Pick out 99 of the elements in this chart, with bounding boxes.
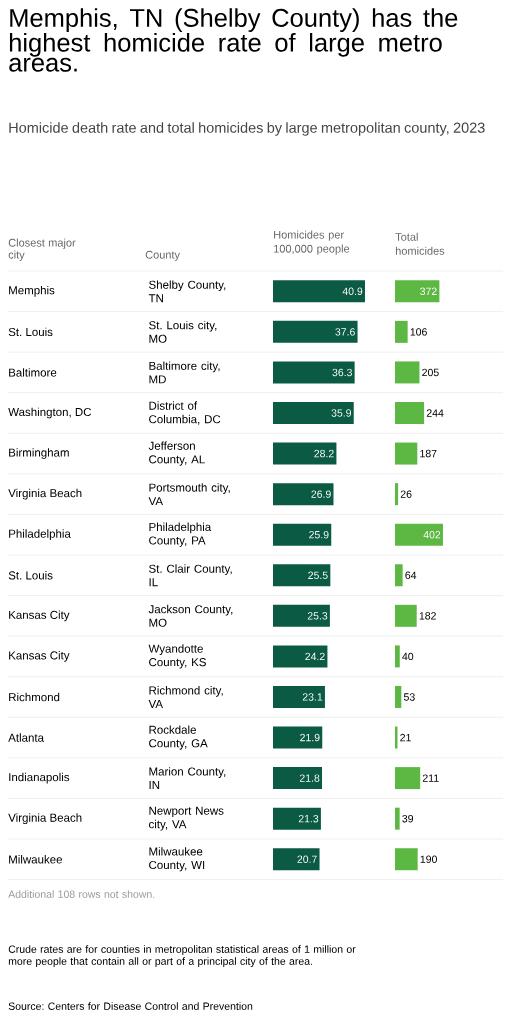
bar <box>395 483 399 506</box>
bar <box>273 361 355 384</box>
data-label: 21.3 <box>298 814 319 823</box>
data-label: 21.9 <box>300 733 320 742</box>
text: Philadelphia <box>9 529 71 541</box>
bar <box>273 848 320 871</box>
bar <box>395 604 417 627</box>
y-tick-label: Jackson County, MO <box>148 604 233 627</box>
text: Indianapolis <box>9 772 70 784</box>
text: Virginia Beach <box>8 488 82 500</box>
bar <box>273 523 332 546</box>
text: Atlanta <box>8 733 44 742</box>
data-label: 53 <box>403 693 415 701</box>
data-label: 40.9 <box>342 287 363 296</box>
data-label: 106 <box>410 328 427 336</box>
data-label: 36.3 <box>332 368 352 377</box>
bar <box>395 767 421 790</box>
text: Closest major city <box>8 238 76 261</box>
y-tick-label: Portsmouth city, VA <box>148 483 230 506</box>
data-label: 211 <box>422 774 439 782</box>
data-label: 372 <box>420 287 437 296</box>
data-label: 21.8 <box>299 774 320 782</box>
y-tick-label: District of Columbia, DC <box>149 401 221 425</box>
bar <box>273 767 323 790</box>
data-label: 205 <box>422 368 439 377</box>
y-tick-label: Jefferson County, AL <box>148 441 205 466</box>
y-tick-label: Newport News city, VA <box>149 806 224 831</box>
bar <box>395 848 418 871</box>
text: Additional 108 rows not shown. <box>8 890 155 898</box>
bar <box>395 320 408 343</box>
bar <box>395 361 420 384</box>
text: Milwaukee <box>9 855 62 864</box>
text: Baltimore <box>9 368 57 377</box>
data-label: 24.2 <box>305 652 325 661</box>
data-label: 25.3 <box>307 612 328 620</box>
bar <box>273 645 328 668</box>
bar <box>273 280 365 303</box>
bar <box>273 685 325 708</box>
data-label: 35.9 <box>331 409 352 417</box>
bar <box>395 442 418 465</box>
bar <box>273 807 321 830</box>
data-label: 182 <box>419 612 436 620</box>
data-label: 23.1 <box>302 693 323 701</box>
bar <box>273 442 337 465</box>
data-label: 244 <box>426 409 444 417</box>
bar <box>395 280 440 303</box>
bar <box>273 402 354 424</box>
bar <box>273 604 330 627</box>
text: Memphis, TN (Shelby County) has the highest homicide rate of large metro areas. <box>9 8 458 72</box>
text: Homicide death rate and total homicides by large metropolitan county, 2023 <box>9 122 485 136</box>
chart-title: Homicides per 100,000 people <box>274 230 350 255</box>
data-label: 37.6 <box>335 328 355 336</box>
bar <box>273 564 331 587</box>
data-label: 39 <box>402 814 414 823</box>
data-label: 21 <box>400 733 411 742</box>
bar <box>273 726 323 749</box>
text: Memphis <box>9 285 55 297</box>
bar <box>395 807 400 830</box>
y-tick-label: St. Louis city, MO <box>149 320 217 343</box>
data-label: 28.2 <box>314 449 334 458</box>
y-tick-label: Philadelphia County, PA <box>149 522 212 547</box>
data-label: 26 <box>400 490 412 498</box>
text: Birmingham <box>9 448 69 459</box>
data-label: 25.5 <box>308 571 328 579</box>
text: Kansas City <box>9 651 70 662</box>
data-label: 40 <box>402 652 414 661</box>
bar <box>395 726 398 749</box>
text: Virginia Beach <box>8 813 82 825</box>
data-label: 190 <box>420 855 437 863</box>
text: St. Louis <box>8 327 53 337</box>
text: Richmond <box>9 692 60 702</box>
bar <box>273 483 334 506</box>
y-axis-title: County <box>145 250 180 261</box>
y-tick-label: St. Clair County, IL <box>149 564 232 587</box>
y-tick-label: Rockdale County, GA <box>149 725 208 750</box>
y-tick-label: Baltimore city, MD <box>149 361 220 384</box>
chart-title: Total homicides <box>395 232 445 255</box>
data-label: 64 <box>405 571 417 579</box>
bar <box>395 523 443 546</box>
bar <box>273 320 358 343</box>
y-tick-label: Marion County, IN <box>149 767 226 790</box>
text: Crude rates are for counties in metropolitan statistical areas of 1 million or more people that contain all or part of a principal city of the area. <box>8 945 356 967</box>
text: Kansas City <box>9 610 70 622</box>
data-label: 20.7 <box>297 855 317 863</box>
data-label: 26.9 <box>311 490 331 498</box>
bar <box>395 402 425 424</box>
data-label: 187 <box>420 449 437 458</box>
text: Washington, DC <box>8 407 92 419</box>
y-tick-label: Shelby County, TN <box>148 280 226 303</box>
y-tick-label: Richmond city, VA <box>148 686 223 708</box>
bar <box>395 685 402 708</box>
bar <box>395 645 400 668</box>
text: St. Louis <box>8 571 53 580</box>
bar <box>395 564 403 587</box>
source-note: Source: Centers for Disease Control and Prevention <box>8 1002 253 1010</box>
data-label: 402 <box>423 530 441 539</box>
y-tick-label: Wyandotte County, KS <box>148 644 206 669</box>
data-label: 25.9 <box>309 530 329 539</box>
y-tick-label: Milwaukee County, WI <box>149 847 205 872</box>
